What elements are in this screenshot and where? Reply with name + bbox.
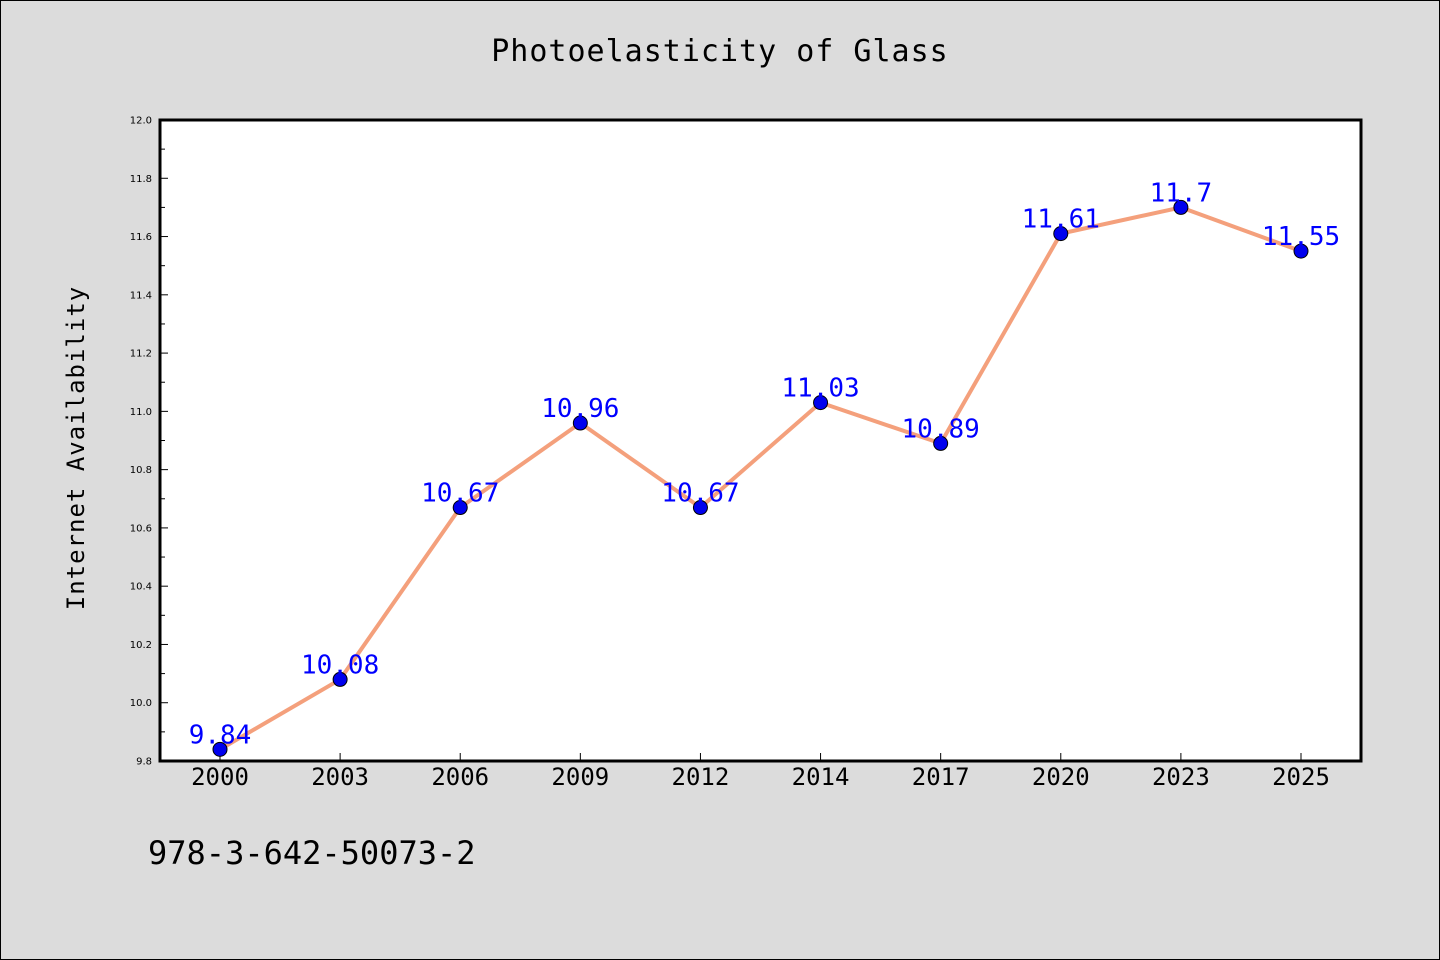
x-tick-label: 2003 xyxy=(311,763,369,791)
data-label: 11.55 xyxy=(1262,222,1340,252)
series-group: 9.84 10.08 10.67 10.96 10.67 11.03 10.89 11.61 1… xyxy=(189,178,1340,757)
x-tick-label: 2020 xyxy=(1032,763,1090,791)
x-tick-label: 2014 xyxy=(792,763,850,791)
series-line xyxy=(218,205,1303,752)
x-tick-label: 2012 xyxy=(672,763,730,791)
data-point xyxy=(1053,226,1069,242)
y-tick-label: 9.8 xyxy=(136,757,152,768)
data-label: 10.67 xyxy=(661,479,739,509)
data-point xyxy=(1173,199,1189,215)
y-tick-label: 10.4 xyxy=(130,582,152,593)
data-label: 11.03 xyxy=(781,374,859,404)
x-tick-label: 2025 xyxy=(1272,763,1330,791)
data-point xyxy=(332,671,348,687)
data-point xyxy=(212,741,228,757)
y-tick-label: 10.6 xyxy=(130,523,152,534)
y-tick-label: 11.0 xyxy=(130,407,152,418)
data-label: 11.7 xyxy=(1150,178,1213,208)
data-label: 10.67 xyxy=(421,479,499,509)
data-point xyxy=(1293,243,1309,259)
isbn-text: 978-3-642-50073-2 xyxy=(148,834,476,872)
data-label: 10.08 xyxy=(301,650,379,680)
y-tick-label: 10.8 xyxy=(130,465,152,476)
x-tick-label: 2017 xyxy=(912,763,970,791)
data-point xyxy=(933,435,949,451)
data-point xyxy=(452,500,468,516)
y-tick-label: 11.2 xyxy=(130,349,152,360)
chart-title: Photoelasticity of Glass xyxy=(491,34,949,69)
plot-border xyxy=(158,118,1363,763)
data-label: 10.96 xyxy=(541,394,619,424)
x-tick-label: 2023 xyxy=(1152,763,1210,791)
y-tick-label: 11.8 xyxy=(130,174,152,185)
y-tick-label: 12.0 xyxy=(130,116,152,127)
data-point xyxy=(692,500,708,516)
data-label: 11.61 xyxy=(1022,205,1100,235)
y-tick-label: 10.0 xyxy=(130,698,152,709)
data-label: 10.89 xyxy=(902,414,980,444)
x-axis: 2000 2003 2006 2009 2012 2014 2017 2020 2023 2025 xyxy=(191,753,1330,791)
data-point xyxy=(572,415,588,431)
data-label: 9.84 xyxy=(189,720,252,750)
x-tick-label: 2000 xyxy=(191,763,249,791)
x-tick-label: 2006 xyxy=(431,763,489,791)
y-tick-label: 10.2 xyxy=(130,640,152,651)
x-tick-label: 2009 xyxy=(551,763,609,791)
y-tick-label: 11.6 xyxy=(130,232,152,243)
y-tick-label: 11.4 xyxy=(130,290,152,301)
data-point xyxy=(813,395,829,411)
